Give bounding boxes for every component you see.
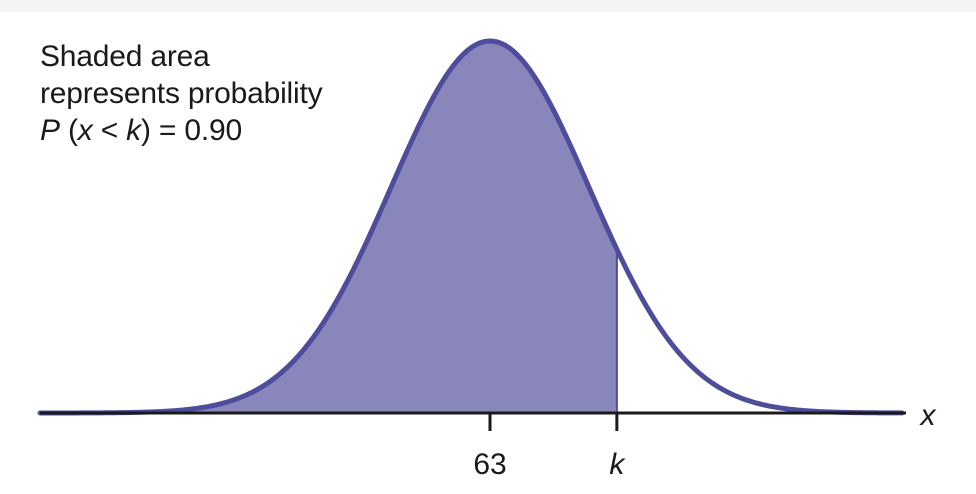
prob-value: 0.90 bbox=[184, 114, 242, 147]
shaded-area-annotation: Shaded area represents probability P (x … bbox=[40, 38, 323, 149]
top-strip bbox=[0, 0, 976, 12]
tick-label-k: k bbox=[609, 448, 626, 481]
prob-close-paren: ) = bbox=[140, 114, 185, 147]
prob-variable-x: x bbox=[77, 114, 93, 147]
annotation-probability: P (x < k) = 0.90 bbox=[40, 112, 322, 149]
prob-symbol-p: P bbox=[40, 114, 60, 147]
normal-curve bbox=[37, 38, 905, 416]
prob-less-than: < bbox=[92, 114, 127, 147]
annotation-line-1: Shaded area bbox=[40, 40, 210, 73]
annotation-line-2: represents probability bbox=[40, 77, 323, 110]
prob-open-paren: ( bbox=[59, 114, 78, 147]
shaded-area bbox=[40, 41, 617, 413]
prob-variable-k: k bbox=[126, 114, 141, 147]
x-axis-label: x bbox=[919, 399, 937, 432]
tick-label-mean: 63 bbox=[473, 448, 506, 481]
